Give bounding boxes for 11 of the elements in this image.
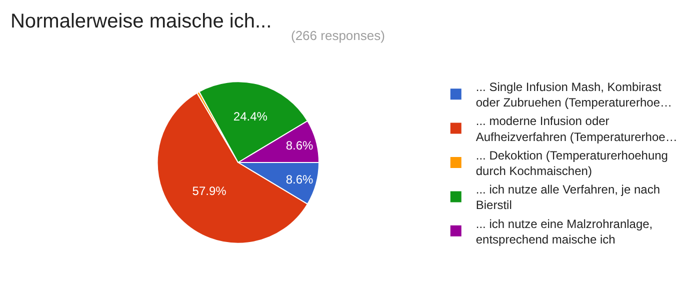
- legend-label: ... ich nutze eine Malzrohranlage, entsprechend maische ich: [476, 216, 653, 246]
- legend-label: ... Single Infusion Mash, Kombirast oder Zubruehen (Temperaturerhoe…: [476, 80, 672, 110]
- legend-label: ... ich nutze alle Verfahren, je nach Bierstil: [476, 182, 660, 212]
- data-label: 8.6%: [286, 172, 314, 187]
- legend-label: ... Dekoktion (Temperaturerhoehung durch Kochmaischen): [476, 148, 668, 178]
- chart-subtitle: (266 responses): [291, 28, 385, 43]
- data-label: 24.4%: [233, 109, 268, 124]
- data-label: 57.9%: [192, 184, 227, 198]
- chart-title: Normalerweise maische ich...: [10, 10, 272, 33]
- data-label: 8.6%: [286, 138, 314, 152]
- legend-label: ... moderne Infusion oder Aufheizverfahren (Temperaturerhoe…: [476, 114, 678, 144]
